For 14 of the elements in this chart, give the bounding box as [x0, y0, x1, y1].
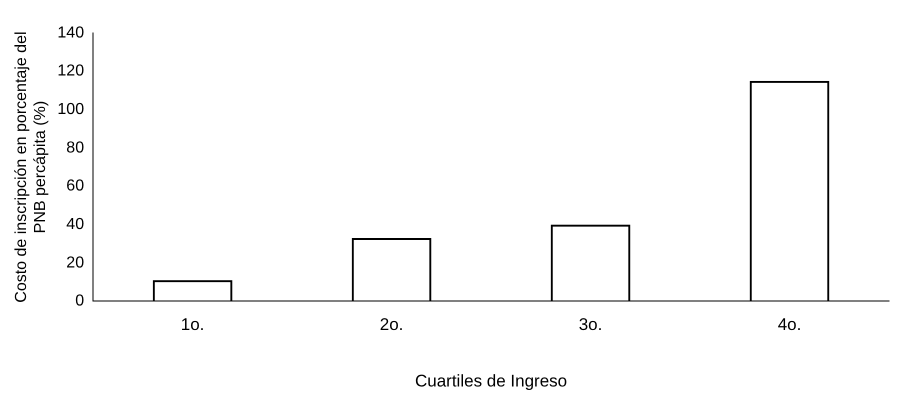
- y-tick-label: 40: [66, 216, 84, 233]
- x-tick-label: 3o.: [578, 315, 602, 334]
- y-tick-label: 100: [57, 101, 84, 118]
- x-tick-label: 1o.: [180, 315, 204, 334]
- x-tick-label: 4o.: [778, 315, 802, 334]
- x-axis-title: Cuartiles de Ingreso: [414, 371, 568, 390]
- y-tick-label: 80: [66, 139, 84, 156]
- y-tick-label: 0: [75, 292, 84, 310]
- y-tick-label: 120: [57, 62, 84, 80]
- y-tick-label: 60: [66, 178, 84, 195]
- y-tick-label: 20: [66, 254, 84, 272]
- y-axis-title: Costo de inscripción en porcentaje del PNB percápita (%): [13, 31, 50, 303]
- y-tick-label: 140: [57, 24, 84, 42]
- x-tick-label: 2o.: [380, 315, 404, 334]
